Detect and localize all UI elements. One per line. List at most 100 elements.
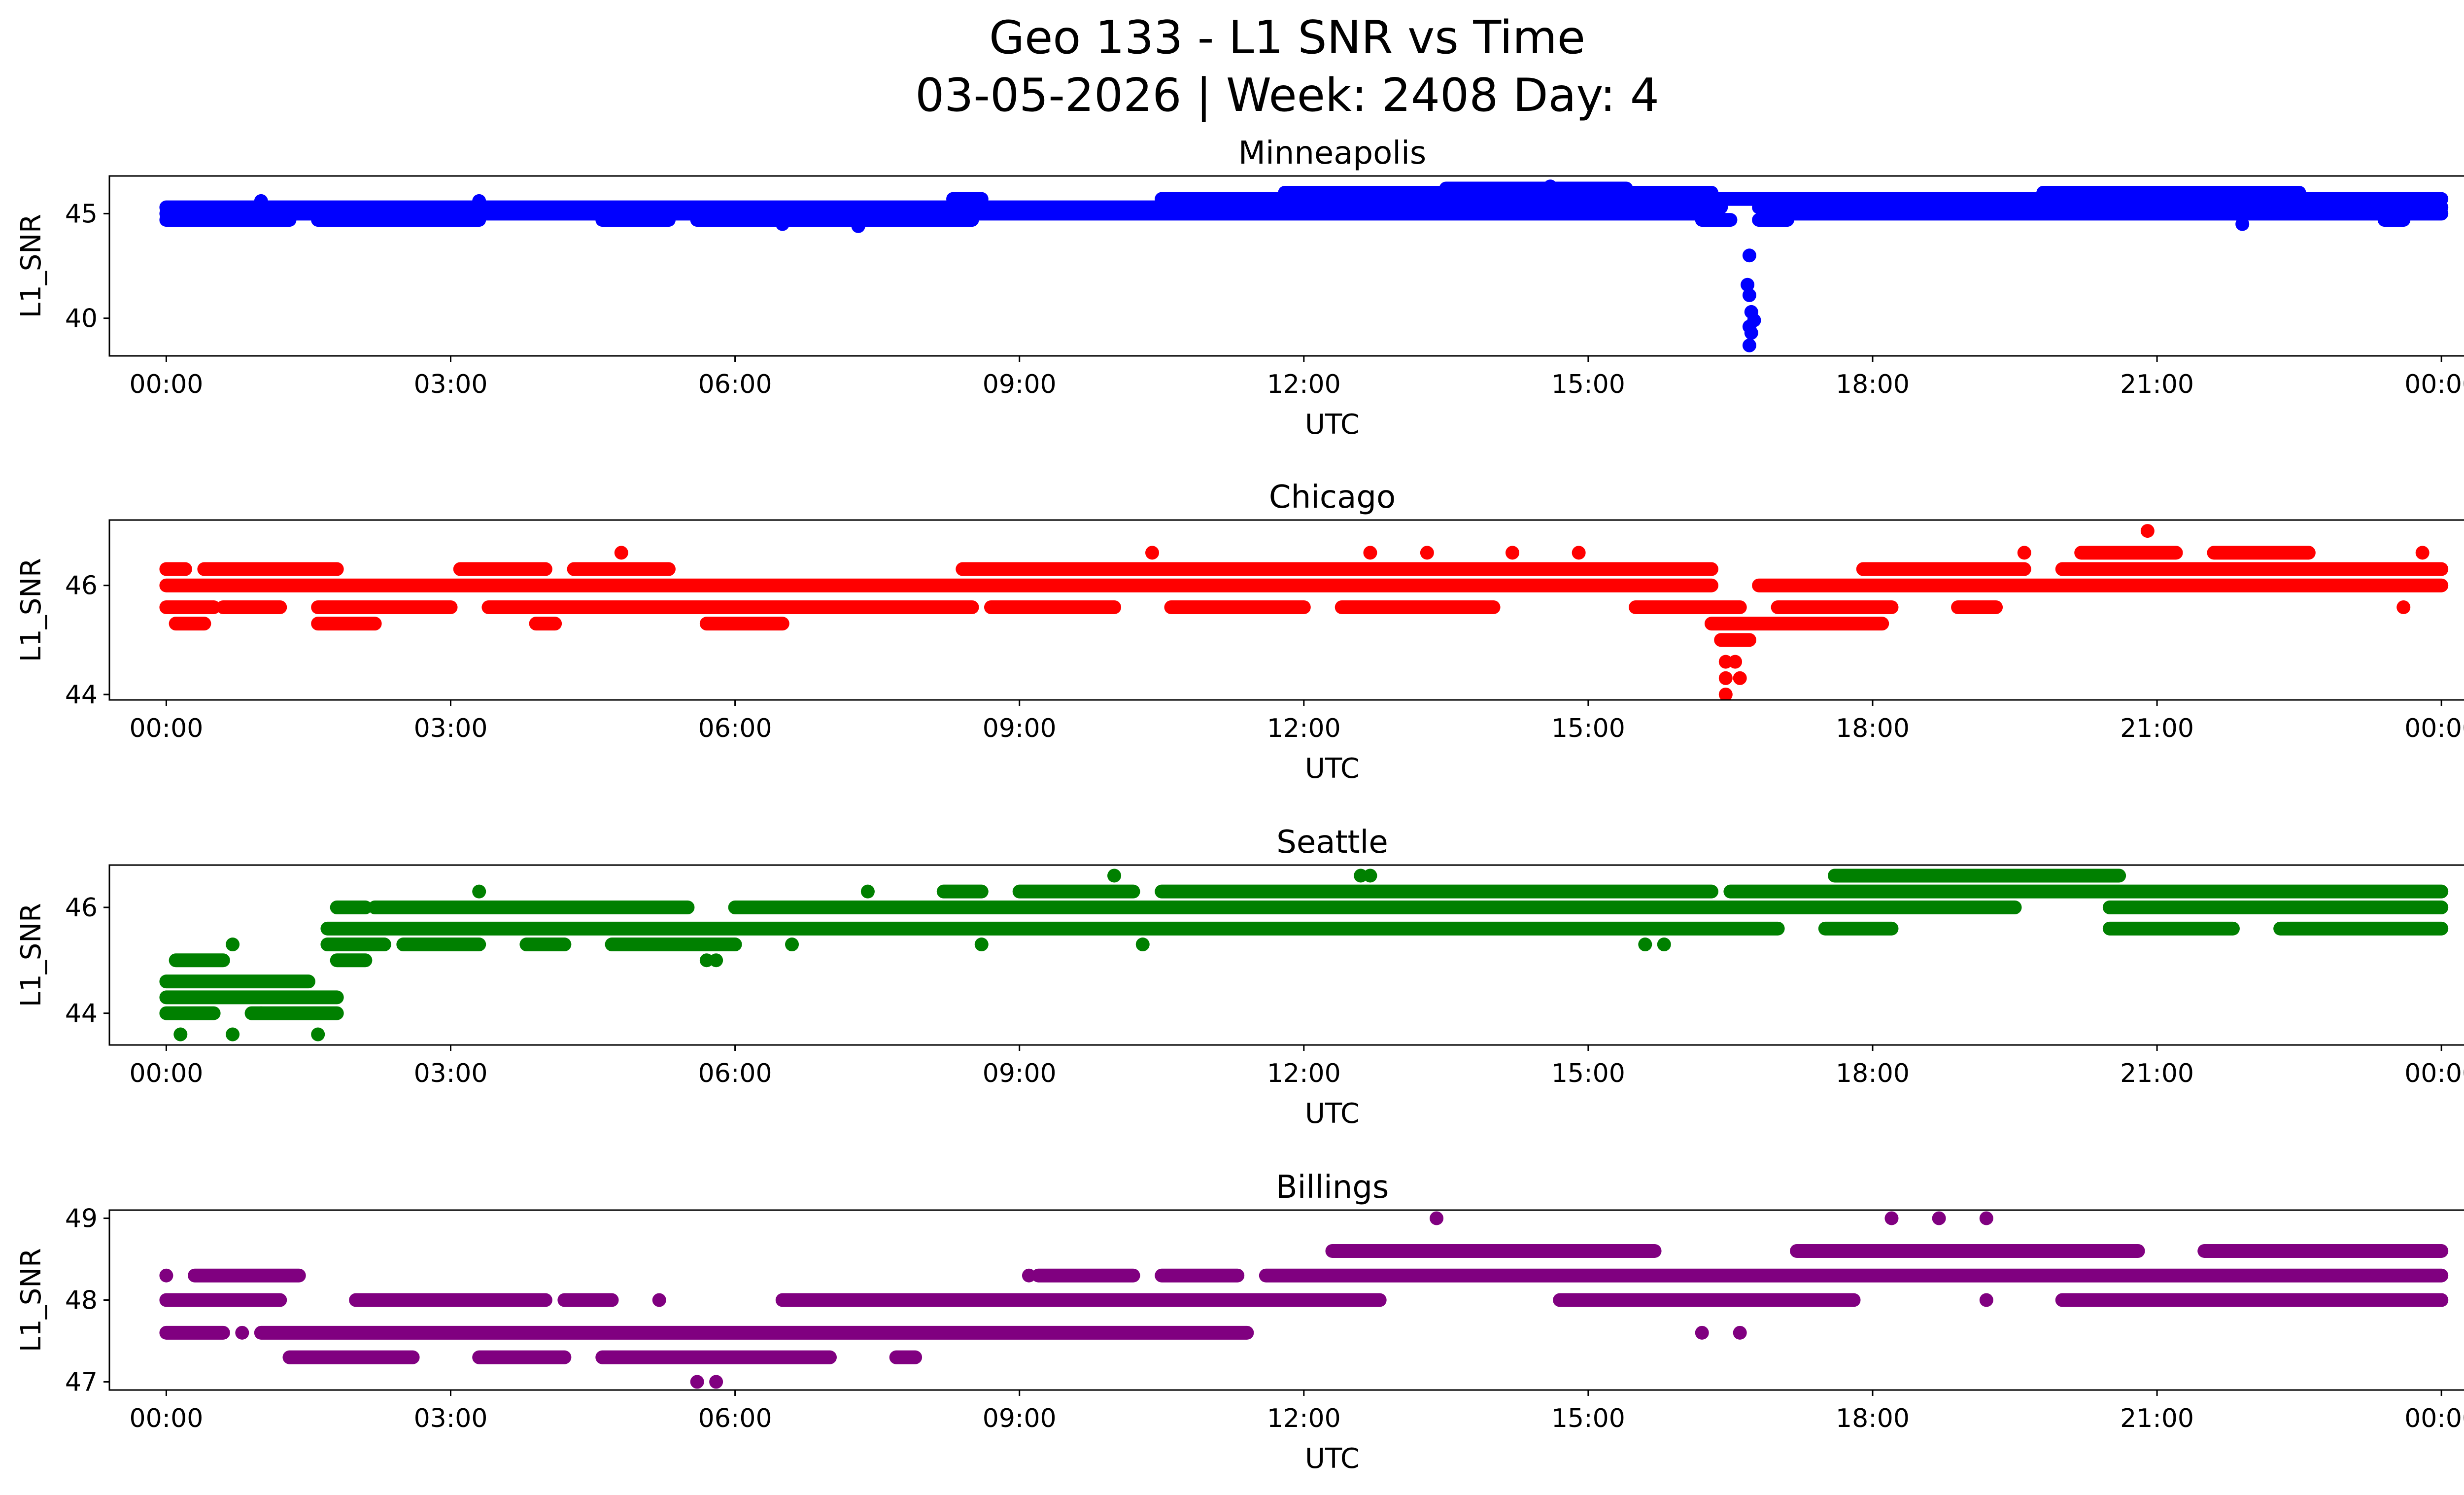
x-tick-label: 18:00 (1836, 1059, 1910, 1088)
data-point-7 (1741, 278, 1755, 292)
x-tick-label: 00:00 (129, 1059, 203, 1088)
data-point-10 (1107, 869, 1122, 883)
data-point-2 (775, 217, 789, 231)
data-point-11 (1135, 938, 1150, 952)
x-tick-label: 12:00 (1267, 370, 1341, 399)
x-tick-label: 18:00 (1836, 1404, 1910, 1433)
data-point-14 (2235, 217, 2250, 231)
x-tick-label: 09:00 (983, 1059, 1057, 1088)
data-point-2 (652, 1293, 666, 1307)
panel-billings: Billings L1_SNR UTC 47 48 49 00:00 03:00 06:00 09… (15, 1169, 2464, 1475)
data-point-5 (1022, 1268, 1036, 1283)
panel-title: Minneapolis (1238, 135, 1426, 172)
y-tick-label: 45 (65, 199, 98, 229)
x-tick-label: 21:00 (2120, 1059, 2194, 1088)
panels: Minneapolis L1_SNR UTC 40 45 00:00 03:00 06:00 0… (15, 135, 2464, 1475)
data-marks (159, 1211, 2449, 1389)
data-point-14 (1638, 938, 1652, 952)
data-point-5 (1572, 546, 1586, 560)
data-point-11 (1979, 1211, 1993, 1225)
x-tick-label: 03:00 (414, 1059, 488, 1088)
x-tick-label: 15:00 (1551, 1404, 1625, 1433)
data-point-13 (1363, 869, 1377, 883)
x-tick-label: 12:00 (1267, 714, 1341, 743)
data-point-10 (1932, 1211, 1946, 1225)
data-point-0 (226, 938, 240, 952)
x-tick-label: 00:00 (2404, 1059, 2464, 1088)
x-tick-label: 12:00 (1267, 1404, 1341, 1433)
data-point-2 (226, 1027, 240, 1042)
data-point-12 (1718, 671, 1733, 685)
x-tick-label: 15:00 (1551, 714, 1625, 743)
x-tick-label: 09:00 (983, 1404, 1057, 1433)
y-tick-label: 46 (65, 571, 98, 601)
data-point-4 (1505, 546, 1519, 560)
y-tick-label: 46 (65, 893, 98, 923)
data-point-1 (1145, 546, 1160, 560)
data-point-6 (1742, 248, 1756, 263)
y-tick-label: 48 (65, 1286, 98, 1316)
data-point-11 (1728, 655, 1743, 669)
x-tick-label: 18:00 (1836, 714, 1910, 743)
data-point-4 (709, 1375, 723, 1389)
data-point-13 (1742, 338, 1756, 352)
data-point-7 (785, 938, 799, 952)
x-tick-label: 03:00 (414, 370, 488, 399)
y-tick-label: 44 (65, 680, 98, 710)
data-point-7 (2140, 524, 2155, 538)
y-axis-label: L1_SNR (15, 214, 47, 318)
x-tick-label: 03:00 (414, 1404, 488, 1433)
data-point-5 (1543, 179, 1557, 194)
data-point-3 (851, 219, 865, 233)
y-tick-label: 49 (65, 1204, 98, 1234)
panel-minneapolis: Minneapolis L1_SNR UTC 40 45 00:00 03:00 06:00 0… (15, 135, 2464, 441)
data-point-4 (472, 884, 486, 899)
plot-frame (108, 864, 2464, 1046)
x-tick-label: 03:00 (414, 714, 488, 743)
data-point-8 (860, 884, 875, 899)
data-point-2 (1363, 546, 1377, 560)
y-tick-label: 44 (65, 999, 98, 1029)
x-tick-label: 15:00 (1551, 370, 1625, 399)
data-point-6 (1430, 1211, 1444, 1225)
data-point-3 (311, 1027, 325, 1042)
y-tick-label: 40 (65, 304, 98, 334)
figure-title-line1: Geo 133 - L1 SNR vs Time (989, 11, 1585, 64)
x-tick-label: 06:00 (698, 370, 772, 399)
x-tick-label: 00:00 (129, 1404, 203, 1433)
plot-frame (108, 519, 2464, 701)
panel-seattle: Seattle L1_SNR UTC 44 46 00:00 03:00 06:00 09:00… (15, 824, 2464, 1130)
panel-title: Billings (1276, 1169, 1389, 1206)
data-point-1 (472, 194, 486, 208)
data-point-9 (974, 938, 989, 952)
data-point-1 (235, 1325, 249, 1340)
data-point-10 (1718, 655, 1733, 669)
y-axis-label: L1_SNR (15, 1248, 47, 1352)
x-tick-label: 00:00 (2404, 370, 2464, 399)
data-point-3 (1420, 546, 1434, 560)
data-point-5 (699, 953, 714, 968)
x-tick-label: 09:00 (983, 370, 1057, 399)
x-tick-label: 21:00 (2120, 714, 2194, 743)
data-point-0 (254, 194, 268, 208)
panel-title: Seattle (1276, 824, 1388, 861)
x-tick-label: 12:00 (1267, 1059, 1341, 1088)
data-point-3 (690, 1375, 704, 1389)
data-point-12 (1979, 1293, 1993, 1307)
data-point-1 (173, 1027, 188, 1042)
data-point-7 (1695, 1325, 1709, 1340)
data-point-8 (2415, 546, 2430, 560)
data-marks (159, 524, 2449, 700)
plot-frame (108, 175, 2464, 357)
data-point-9 (2396, 600, 2411, 614)
x-tick-label: 18:00 (1836, 370, 1910, 399)
data-point-9 (1884, 1211, 1899, 1225)
x-tick-label: 21:00 (2120, 1404, 2194, 1433)
panel-chicago: Chicago L1_SNR UTC 44 46 00:00 03:00 06:00 09:00… (15, 479, 2464, 785)
data-point-0 (159, 1268, 173, 1283)
data-point-13 (2225, 1293, 2240, 1307)
panel-title: Chicago (1269, 479, 1396, 516)
data-point-4 (1278, 188, 1292, 202)
